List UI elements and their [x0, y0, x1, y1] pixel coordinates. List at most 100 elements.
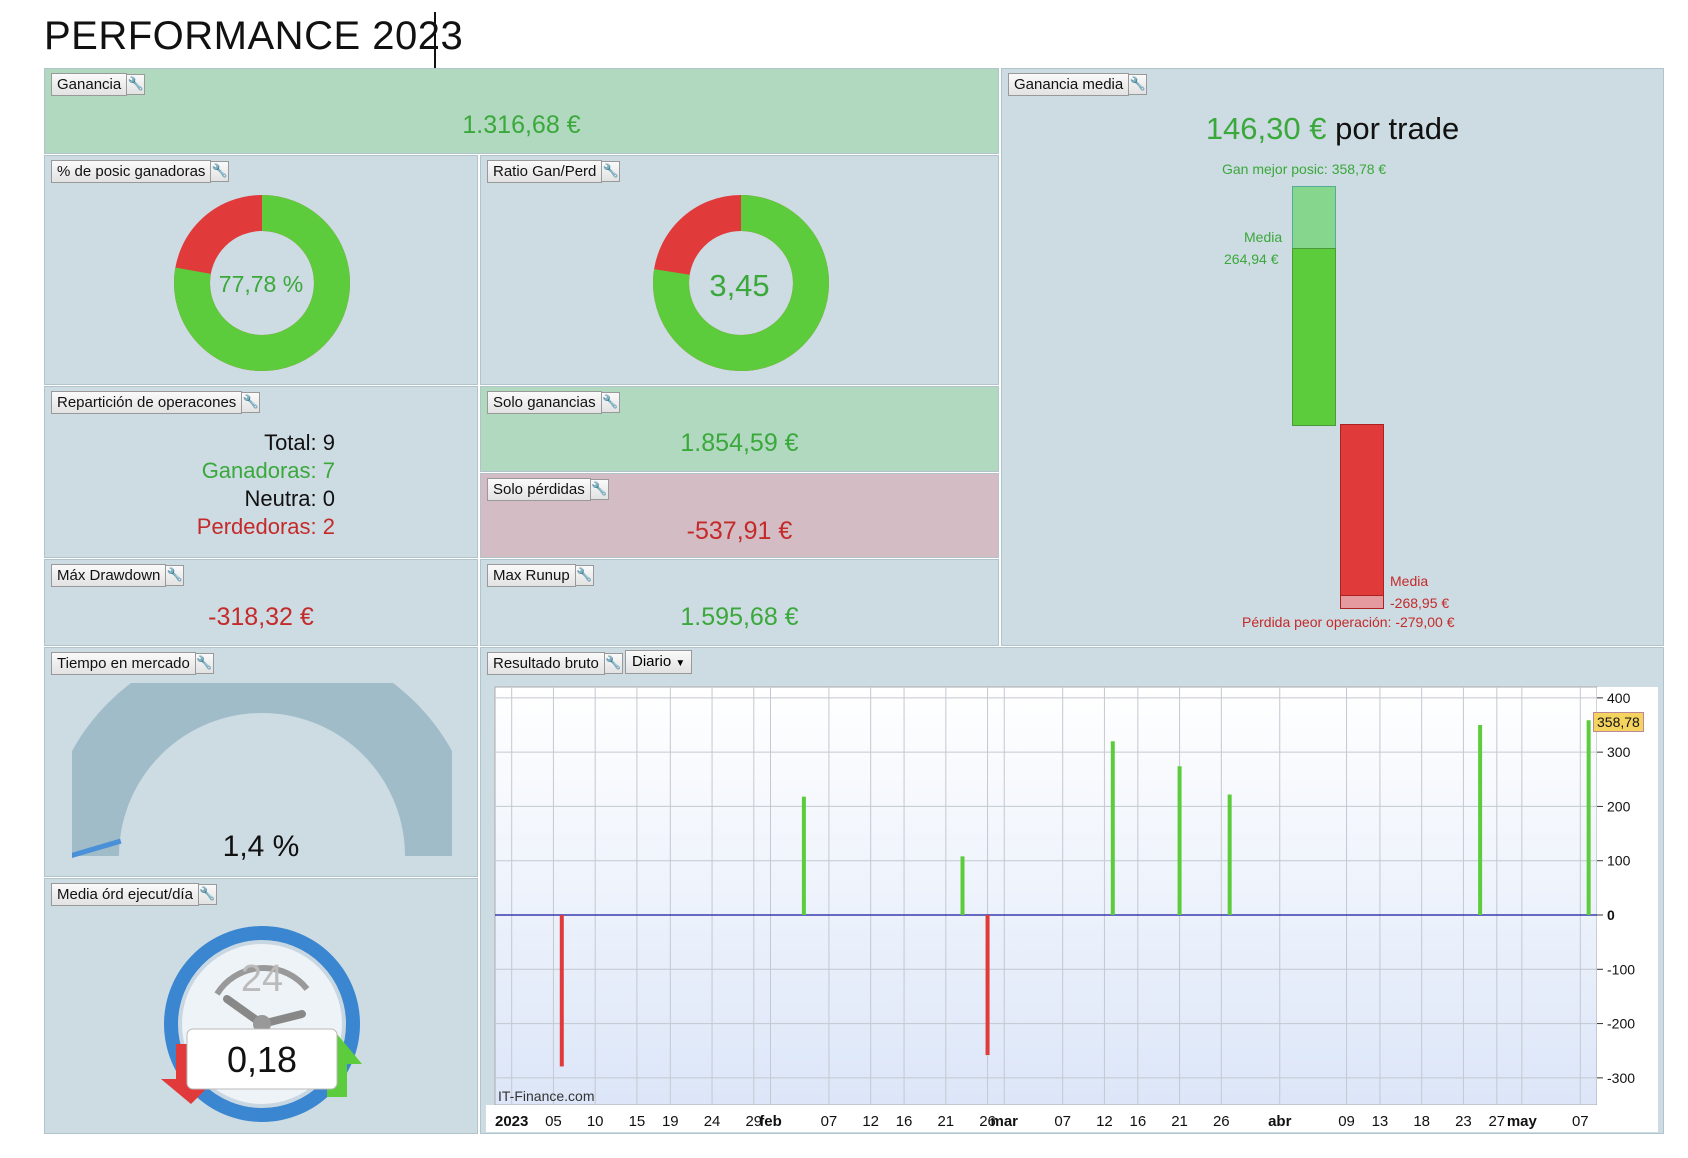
y-tick-label: 400: [1607, 690, 1631, 706]
x-tick-label: 07: [821, 1113, 838, 1130]
chevron-down-icon: ▼: [675, 658, 686, 669]
panel-title[interactable]: Media órd ejecut/día: [51, 882, 199, 906]
wrench-icon[interactable]: 🔧: [127, 73, 146, 95]
panel-media-ord: Media órd ejecut/día 🔧 24 0,18: [44, 878, 478, 1134]
panel-title[interactable]: Solo ganancias: [487, 390, 602, 414]
winners-count: Ganadoras: 7: [201, 458, 335, 483]
panel-max-drawdown: Máx Drawdown 🔧 -318,32 €: [44, 559, 478, 646]
x-tick-label: 13: [1372, 1113, 1389, 1130]
chart-bar: [1227, 794, 1232, 915]
wrench-icon[interactable]: 🔧: [1129, 73, 1148, 95]
panel-ganancia: Ganancia 🔧 1.316,68 €: [44, 68, 999, 154]
wrench-icon[interactable]: 🔧: [601, 391, 620, 413]
chart-watermark: IT-Finance.com: [498, 1088, 594, 1104]
wrench-icon[interactable]: 🔧: [211, 160, 230, 182]
x-tick-label: 21: [937, 1113, 954, 1130]
y-tick-label: 0: [1607, 907, 1615, 923]
panel-title[interactable]: Max Runup: [487, 563, 576, 587]
x-tick-label: 2023: [495, 1113, 528, 1130]
x-tick-label: 09: [1338, 1113, 1355, 1130]
ratio-value: 3,45: [709, 268, 770, 303]
avg-gain-headline: 146,30 € por trade: [1002, 111, 1663, 147]
wrench-icon[interactable]: 🔧: [166, 564, 185, 586]
runup-value: 1.595,68 €: [680, 603, 799, 631]
wrench-icon[interactable]: 🔧: [198, 883, 217, 905]
x-tick-label: 16: [896, 1113, 913, 1130]
avg-gain-bar: [1292, 248, 1336, 426]
y-tick-label: 200: [1607, 798, 1631, 814]
media-neg-value: -268,95 €: [1390, 595, 1450, 611]
y-tick-label: -200: [1607, 1016, 1635, 1032]
wrench-icon[interactable]: 🔧: [590, 478, 609, 500]
x-tick-label: 12: [1096, 1113, 1113, 1130]
panel-title[interactable]: Resultado bruto: [487, 651, 605, 675]
solo-perdidas-value: -537,91 €: [686, 517, 793, 545]
panel-title[interactable]: Máx Drawdown: [51, 563, 167, 587]
x-tick-label: 15: [629, 1113, 646, 1130]
chart-bar: [801, 796, 806, 915]
panel-solo-perdidas: Solo pérdidas 🔧 -537,91 €: [480, 473, 999, 558]
period-select[interactable]: Diario ▼: [625, 650, 693, 674]
x-tick-label: 05: [545, 1113, 562, 1130]
solo-ganancias-value: 1.854,59 €: [680, 429, 799, 457]
chart-bar: [1478, 725, 1483, 915]
wrench-icon[interactable]: 🔧: [195, 652, 214, 674]
x-tick-label: 07: [1054, 1113, 1071, 1130]
x-tick-label: mar: [990, 1113, 1018, 1130]
panel-title[interactable]: Tiempo en mercado: [51, 651, 196, 675]
total-count: Total: 9: [264, 430, 335, 455]
market-time-gauge: [72, 683, 452, 858]
y-tick-label: 300: [1607, 744, 1631, 760]
worst-bar-bottom: [1340, 595, 1384, 609]
wrench-icon[interactable]: 🔧: [602, 160, 621, 182]
chart-bar: [985, 915, 990, 1056]
panel-solo-ganancias: Solo ganancias 🔧 1.854,59 €: [480, 386, 999, 472]
text-caret: [434, 12, 436, 68]
panel-reparticion: Repartición de operacones 🔧 Total: 9 Gana…: [44, 386, 478, 558]
wrench-icon[interactable]: 🔧: [604, 652, 623, 674]
x-tick-label: 10: [587, 1113, 604, 1130]
drawdown-value: -318,32 €: [208, 603, 314, 631]
x-tick-label: 23: [1455, 1113, 1472, 1130]
media-pos-label: Media: [1244, 229, 1283, 245]
market-time-value: 1,4 %: [222, 830, 300, 863]
panel-max-runup: Max Runup 🔧 1.595,68 €: [480, 559, 999, 646]
chart-bar: [1586, 720, 1591, 915]
best-position-label: Gan mejor posic: 358,78 €: [1222, 161, 1387, 177]
neutral-count: Neutra: 0: [244, 486, 336, 511]
panel-title[interactable]: Repartición de operacones: [51, 390, 243, 414]
avg-gain-value: 146,30 €: [1205, 111, 1327, 146]
chart-bar: [559, 915, 564, 1067]
y-tick-label: -300: [1607, 1070, 1635, 1086]
wrench-icon[interactable]: 🔧: [242, 391, 261, 413]
x-tick-label: 27: [1488, 1113, 1505, 1130]
x-tick-label: 16: [1129, 1113, 1146, 1130]
media-neg-label: Media: [1390, 573, 1429, 589]
panel-title[interactable]: Solo pérdidas: [487, 477, 591, 501]
panel-ganancia-media: Ganancia media 🔧 146,30 € por trade Gan m…: [1001, 68, 1664, 646]
x-tick-label: 18: [1413, 1113, 1430, 1130]
panel-title[interactable]: Ganancia media: [1008, 72, 1130, 96]
losers-count: Perdedoras: 2: [196, 514, 335, 539]
win-rate-donut: [174, 195, 350, 371]
avg-loss-bar: [1340, 424, 1384, 598]
results-chart: 400 300 200 100 0 -100 -200 -300 2023 05 10 15 19 24…: [486, 686, 1658, 1132]
panel-title[interactable]: Ganancia: [51, 72, 128, 96]
clock-icon: 24: [161, 926, 362, 1122]
ganancia-value: 1.316,68 €: [462, 111, 581, 139]
chart-bar: [1110, 741, 1115, 915]
chart-bar: [960, 856, 965, 915]
period-value: Diario: [632, 653, 672, 670]
x-tick-label: 24: [704, 1113, 721, 1130]
panel-title[interactable]: Ratio Gan/Perd: [487, 159, 603, 183]
x-tick-label: 07: [1572, 1113, 1589, 1130]
x-tick-label: abr: [1268, 1113, 1292, 1130]
wrench-icon[interactable]: 🔧: [575, 564, 594, 586]
current-value-badge: 358,78: [1593, 712, 1644, 732]
win-rate-value: 77,78 %: [218, 271, 304, 297]
x-tick-label: 12: [862, 1113, 879, 1130]
panel-ratio: Ratio Gan/Perd 🔧 3,45: [480, 155, 999, 385]
x-tick-label: feb: [759, 1113, 782, 1130]
chart-bar: [1177, 766, 1182, 915]
panel-title[interactable]: % de posic ganadoras: [51, 159, 212, 183]
